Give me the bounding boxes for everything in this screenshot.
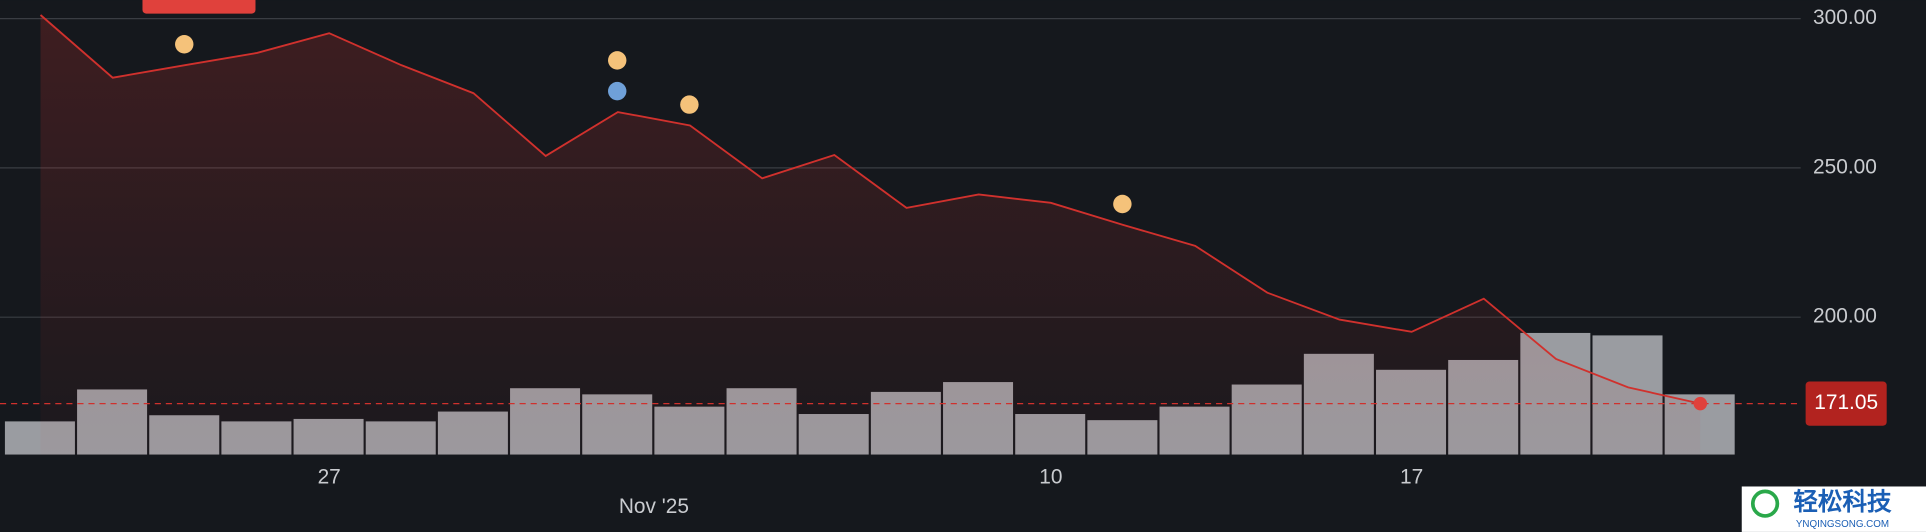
last-price-dot (1693, 396, 1708, 411)
event-marker (175, 35, 194, 54)
price-line (39, 14, 1701, 405)
event-marker (608, 81, 627, 101)
watermark-url: YNQINGSONG.COM (1796, 519, 1889, 530)
y-tick-label: 300.00 (1813, 6, 1877, 29)
cut-off-label (142, 0, 256, 14)
x-group-label: Nov '25 (619, 495, 689, 518)
watermark-title: 轻松科技 (1793, 488, 1892, 516)
watermark: 轻松科技 YNQINGSONG.COM (1741, 486, 1926, 532)
last-price-label: 171.05 (1814, 391, 1878, 414)
price-area (40, 14, 1701, 455)
event-marker (608, 51, 627, 70)
x-tick-label: 17 (1400, 465, 1423, 488)
x-tick-label: 10 (1039, 465, 1062, 488)
y-tick-label: 250.00 (1813, 155, 1877, 178)
y-tick-label: 200.00 (1813, 305, 1877, 328)
watermark-logo (1750, 489, 1780, 518)
last-price-box (1805, 381, 1887, 426)
x-tick-label: 27 (318, 465, 341, 488)
event-marker (680, 95, 699, 114)
event-marker (1113, 194, 1132, 214)
